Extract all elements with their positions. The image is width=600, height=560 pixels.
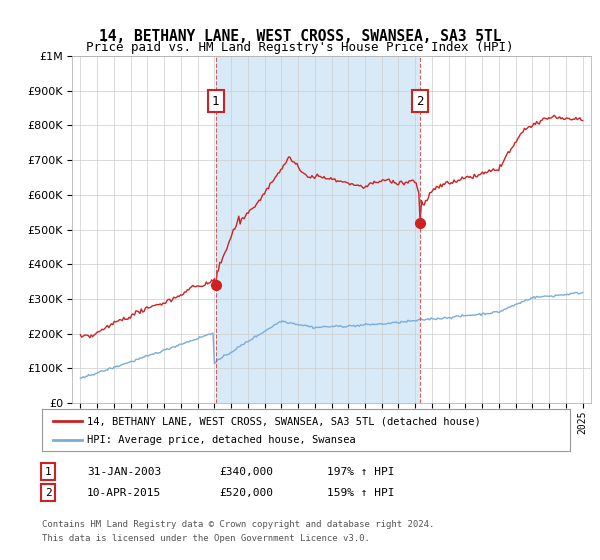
Text: £340,000: £340,000 — [219, 466, 273, 477]
Text: 31-JAN-2003: 31-JAN-2003 — [87, 466, 161, 477]
Text: 197% ↑ HPI: 197% ↑ HPI — [327, 466, 395, 477]
Text: 14, BETHANY LANE, WEST CROSS, SWANSEA, SA3 5TL: 14, BETHANY LANE, WEST CROSS, SWANSEA, S… — [99, 29, 501, 44]
Text: £520,000: £520,000 — [219, 488, 273, 498]
Text: 1: 1 — [44, 466, 52, 477]
Text: Price paid vs. HM Land Registry's House Price Index (HPI): Price paid vs. HM Land Registry's House … — [86, 41, 514, 54]
Text: 2: 2 — [416, 95, 424, 108]
Text: 14, BETHANY LANE, WEST CROSS, SWANSEA, SA3 5TL (detached house): 14, BETHANY LANE, WEST CROSS, SWANSEA, S… — [87, 417, 481, 426]
Bar — [215, 56, 420, 403]
Text: This data is licensed under the Open Government Licence v3.0.: This data is licensed under the Open Gov… — [42, 534, 370, 543]
Text: 159% ↑ HPI: 159% ↑ HPI — [327, 488, 395, 498]
Text: 2: 2 — [44, 488, 52, 498]
Text: HPI: Average price, detached house, Swansea: HPI: Average price, detached house, Swan… — [87, 435, 356, 445]
Text: Contains HM Land Registry data © Crown copyright and database right 2024.: Contains HM Land Registry data © Crown c… — [42, 520, 434, 529]
Text: 1: 1 — [212, 95, 220, 108]
Text: 10-APR-2015: 10-APR-2015 — [87, 488, 161, 498]
